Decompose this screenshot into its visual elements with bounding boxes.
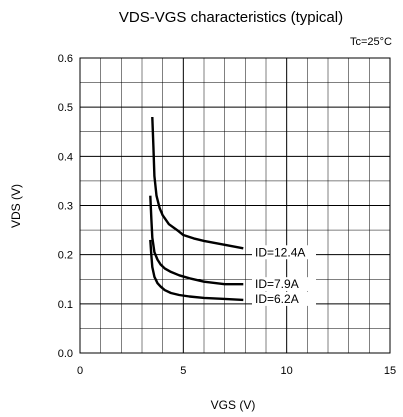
y-tick-label: 0.2 bbox=[58, 250, 73, 262]
series-label-2: ID=7.9A bbox=[255, 277, 299, 291]
series-label-1: ID=12.4A bbox=[255, 245, 305, 259]
y-tick-label: 0.6 bbox=[58, 53, 73, 65]
series-line-2 bbox=[149, 195, 244, 286]
y-tick-label: 0.1 bbox=[58, 299, 73, 311]
plot-frame bbox=[79, 57, 391, 354]
series-lines bbox=[149, 116, 244, 302]
series-line-3 bbox=[149, 239, 244, 302]
x-tick-label: 15 bbox=[384, 365, 396, 377]
y-tick-label: 0.0 bbox=[58, 348, 73, 360]
x-tick-label: 5 bbox=[180, 365, 186, 377]
series-label-background bbox=[252, 277, 316, 292]
x-tick-label: 10 bbox=[281, 365, 293, 377]
y-tick-label: 0.4 bbox=[58, 151, 73, 163]
x-tick-labels: 0 5 10 15 bbox=[77, 365, 396, 377]
y-tick-label: 0.5 bbox=[58, 102, 73, 114]
series-label-3: ID=6.2A bbox=[255, 292, 299, 306]
major-gridlines bbox=[80, 58, 390, 353]
chart-title: VDS-VGS characteristics (typical) bbox=[119, 9, 343, 26]
y-axis-label: VDS (V) bbox=[9, 184, 23, 228]
series-line-1 bbox=[151, 116, 244, 250]
x-tick-label: 0 bbox=[77, 365, 83, 377]
x-axis-label: VGS (V) bbox=[211, 398, 256, 412]
y-tick-label: 0.3 bbox=[58, 201, 73, 213]
temperature-condition: Tc=25°C bbox=[350, 36, 392, 48]
series-label-background bbox=[252, 245, 316, 260]
y-tick-labels: 0.0 0.1 0.2 0.3 0.4 0.5 0.6 bbox=[58, 53, 73, 360]
series-label-background bbox=[252, 291, 316, 306]
